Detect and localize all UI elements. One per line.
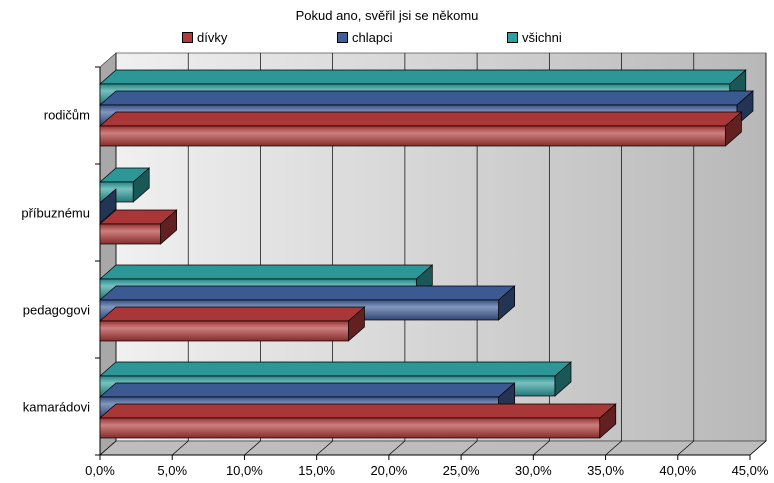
x-tick-label: 30,0% [514, 463, 552, 478]
bar-end-chlapci [498, 285, 516, 321]
bar-top-chlapci [99, 285, 516, 301]
gridline [244, 440, 261, 456]
x-tick-label: 15,0% [298, 463, 336, 478]
gridline [605, 440, 622, 456]
bar-top-chlapci [99, 382, 516, 398]
gridline [749, 440, 767, 456]
bar-dívky [99, 320, 349, 342]
legend-swatch-chlapci [337, 32, 348, 43]
bar-dívky [99, 417, 601, 439]
x-tick-label: 45,0% [731, 463, 769, 478]
chart-legend: dívky chlapci všichni [0, 30, 774, 48]
x-tick-label: 25,0% [442, 463, 480, 478]
bar-top-chlapci [99, 90, 754, 106]
legend-label-chlapci: chlapci [352, 30, 393, 45]
bar-end-dívky [599, 403, 617, 439]
bar-end-všichni [132, 167, 150, 203]
category-label-kamaradovi: kamarádovi [22, 399, 90, 415]
gridline [388, 440, 406, 456]
plot-floor [99, 440, 767, 456]
bar-dívky [99, 223, 162, 245]
gridline [171, 440, 189, 456]
category-label-pribuznemu: příbuznému [21, 205, 90, 221]
bar-top-všichni [99, 264, 434, 280]
bar-end-dívky [348, 306, 365, 342]
bar-end-chlapci [99, 188, 117, 224]
bar-top-všichni [99, 69, 747, 85]
x-tick-label: 0,0% [85, 463, 115, 478]
gridline [316, 440, 333, 456]
bar-top-dívky [99, 111, 743, 127]
legend-label-vsichni: všichni [522, 30, 562, 45]
chart-title: Pokud ano, svěřil jsi se někomu [295, 8, 479, 23]
bar-end-dívky [725, 111, 742, 147]
bar-top-dívky [99, 403, 617, 419]
bar-end-všichni [554, 361, 572, 397]
x-tick-label: 20,0% [370, 463, 408, 478]
x-tick-label: 5,0% [157, 463, 188, 478]
gridline [677, 440, 695, 456]
x-tick-label: 40,0% [659, 463, 697, 478]
category-label-rodicum: rodičům [43, 107, 90, 123]
gridline [99, 440, 117, 456]
x-tick-label: 35,0% [587, 463, 625, 478]
bar-end-dívky [160, 209, 178, 245]
bar-top-všichni [99, 361, 572, 377]
gridline [460, 440, 478, 456]
category-label-pedagogovi: pedagogovi [22, 302, 90, 318]
bar-top-dívky [99, 306, 366, 322]
legend-swatch-divky [182, 32, 193, 43]
bar-dívky [99, 125, 726, 147]
legend-item-vsichni: všichni [507, 30, 562, 45]
legend-item-divky: dívky [182, 30, 227, 45]
legend-item-chlapci: chlapci [337, 30, 392, 45]
x-tick-label: 10,0% [225, 463, 263, 478]
legend-swatch-vsichni [507, 32, 518, 43]
gridline [533, 440, 550, 456]
legend-label-divky: dívky [197, 30, 228, 45]
